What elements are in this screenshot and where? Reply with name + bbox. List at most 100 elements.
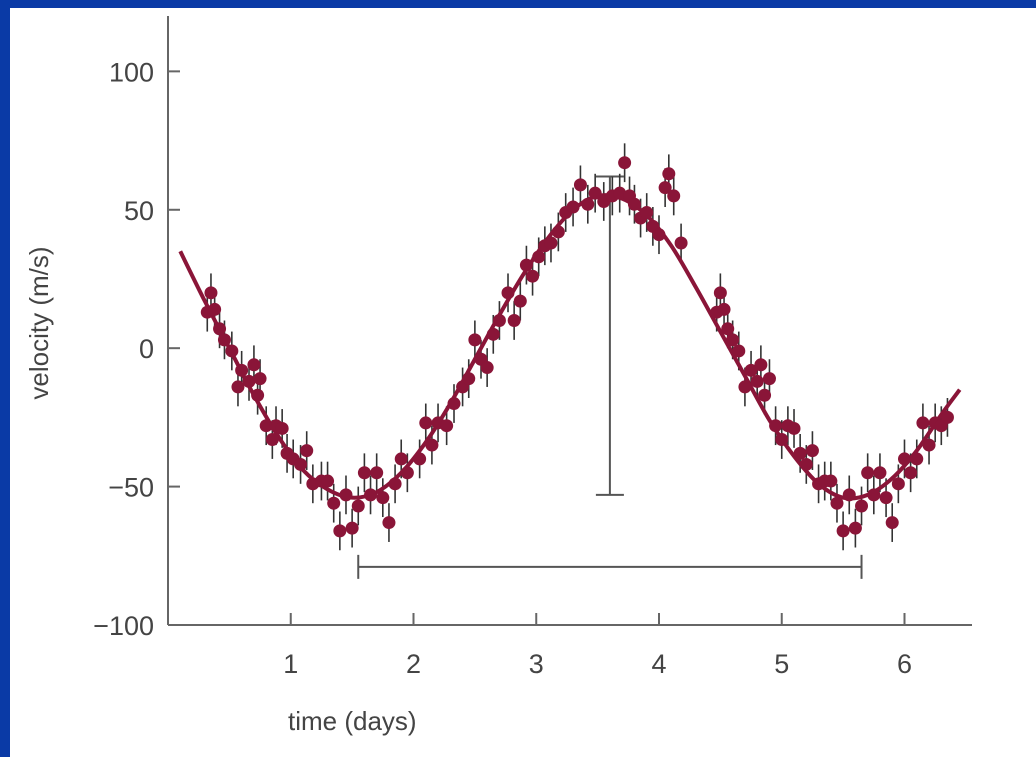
- y-tick-label: 100: [109, 57, 154, 87]
- annotations: [357, 175, 863, 579]
- data-point: [204, 286, 218, 300]
- data-point: [208, 302, 222, 316]
- data-point: [213, 322, 227, 336]
- data-point: [364, 488, 378, 502]
- axes: [167, 16, 972, 626]
- data-point: [762, 372, 776, 386]
- slide-frame: 100 50 0 −50 −100 1 2 3 4 5 6 time (days) velocit…: [10, 8, 1036, 757]
- data-point: [836, 524, 850, 538]
- data-point: [613, 186, 627, 200]
- data-point: [339, 488, 353, 502]
- data-point: [376, 491, 390, 505]
- data-point: [345, 521, 359, 535]
- data-point: [867, 488, 881, 502]
- data-point: [652, 228, 666, 242]
- data-point: [519, 258, 533, 272]
- data-point: [738, 380, 752, 394]
- data-point: [658, 181, 672, 195]
- data-point: [717, 302, 731, 316]
- data-point: [357, 466, 371, 480]
- y-tick-label: 50: [124, 196, 154, 226]
- data-point: [824, 474, 838, 488]
- data-point: [551, 225, 565, 239]
- data-point: [294, 457, 308, 471]
- data-point: [388, 477, 402, 491]
- data-point: [891, 477, 905, 491]
- fit-curve: [178, 193, 962, 501]
- data-point: [492, 314, 506, 327]
- y-tick-label: 0: [139, 334, 154, 364]
- data-point: [573, 178, 587, 192]
- y-ticks: 100 50 0 −50 −100: [93, 57, 180, 641]
- data-point: [370, 466, 384, 480]
- data-point: [910, 452, 924, 466]
- data-point: [566, 200, 580, 214]
- data-point: [830, 496, 844, 510]
- data-point: [400, 466, 414, 480]
- data-point: [897, 452, 911, 466]
- data-point: [750, 374, 764, 388]
- data-point: [333, 524, 347, 538]
- data-point: [275, 421, 289, 435]
- data-point: [842, 488, 856, 502]
- data-point: [507, 314, 521, 327]
- data-point: [225, 344, 239, 358]
- data-point: [247, 358, 261, 372]
- data-point: [758, 388, 772, 402]
- data-point: [775, 433, 789, 447]
- data-point: [793, 446, 807, 460]
- x-tick-label: 4: [651, 649, 666, 679]
- data-point: [242, 374, 256, 388]
- data-point: [447, 397, 461, 411]
- x-tick-label: 1: [283, 649, 298, 679]
- data-point: [940, 410, 954, 424]
- data-point: [581, 197, 595, 211]
- data-point: [873, 466, 887, 480]
- data-point: [904, 466, 918, 480]
- data-point: [259, 419, 273, 433]
- data-point: [231, 380, 245, 394]
- data-point: [618, 156, 632, 170]
- data-point: [726, 333, 740, 347]
- data-point: [799, 457, 813, 471]
- data-point: [526, 269, 540, 283]
- data-point: [674, 236, 688, 250]
- data-point: [425, 438, 439, 452]
- data-point: [848, 521, 862, 535]
- data-point: [544, 236, 558, 250]
- data-point: [251, 388, 265, 402]
- data-point: [382, 516, 396, 530]
- data-point: [627, 197, 641, 211]
- x-tick-label: 2: [406, 649, 421, 679]
- data-point: [754, 358, 768, 372]
- data-point: [769, 419, 783, 433]
- x-ticks: 1 2 3 4 5 6: [283, 613, 912, 679]
- data-point: [662, 167, 676, 181]
- data-point: [922, 438, 936, 452]
- data-point: [480, 361, 494, 375]
- data-point: [744, 363, 758, 377]
- y-axis-title: velocity (m/s): [24, 246, 54, 399]
- data-point: [468, 333, 482, 347]
- data-point: [787, 421, 801, 435]
- data-point: [713, 286, 727, 300]
- data-point: [861, 466, 875, 480]
- data-point: [413, 452, 427, 466]
- data-point: [419, 416, 433, 430]
- data-points: [200, 156, 954, 538]
- data-point: [855, 499, 869, 513]
- x-tick-label: 3: [529, 649, 544, 679]
- data-point: [805, 444, 819, 458]
- data-point: [513, 294, 527, 308]
- data-point: [532, 250, 546, 264]
- data-point: [440, 419, 454, 433]
- data-point: [235, 363, 249, 377]
- data-point: [462, 372, 476, 386]
- data-point: [885, 516, 899, 530]
- data-point: [265, 433, 279, 447]
- data-point: [501, 286, 515, 300]
- data-point: [667, 189, 681, 203]
- y-tick-label: −50: [108, 473, 154, 503]
- data-point: [351, 499, 365, 513]
- data-point: [879, 491, 893, 505]
